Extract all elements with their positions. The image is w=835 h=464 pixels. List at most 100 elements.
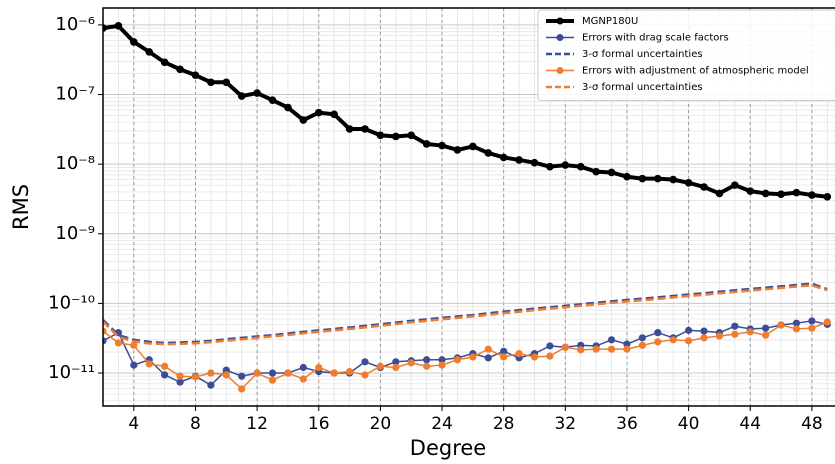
x-tick-label: 48 <box>801 414 823 434</box>
x-tick-label: 8 <box>190 414 201 434</box>
data-point <box>438 361 446 369</box>
x-tick-label: 20 <box>370 414 392 434</box>
data-point <box>160 58 169 67</box>
data-point <box>499 153 508 162</box>
data-point <box>145 48 154 56</box>
data-point <box>222 78 231 87</box>
data-point <box>500 353 508 361</box>
axes: 4 8 12 16 20 24 28 32 36 40 44 4810⁻¹¹10⁻¹⁰10⁻⁹10⁻⁸… <box>48 7 835 434</box>
data-point <box>438 356 446 364</box>
data-point <box>792 319 801 327</box>
data-point <box>546 162 554 171</box>
series-line <box>103 284 828 346</box>
legend-marker <box>556 17 564 25</box>
data-point <box>530 158 539 167</box>
data-point <box>376 362 384 370</box>
data-point <box>808 317 816 325</box>
data-point <box>314 108 323 117</box>
data-point <box>700 334 708 342</box>
data-point <box>207 369 215 377</box>
data-point <box>561 161 570 169</box>
data-point <box>253 89 261 97</box>
legend-label: Errors with adjustment of atmospheric mo… <box>582 66 809 77</box>
data-point <box>422 140 431 148</box>
x-tick-label: 36 <box>616 414 638 434</box>
data-point <box>546 352 554 360</box>
data-point <box>392 363 400 372</box>
data-point <box>438 141 446 150</box>
data-point <box>577 346 585 354</box>
data-point <box>161 362 169 370</box>
data-point <box>746 187 755 195</box>
data-point <box>299 363 307 372</box>
x-tick-label: 12 <box>246 414 268 434</box>
data-point <box>407 131 416 140</box>
data-point <box>345 125 354 133</box>
data-point <box>546 342 554 350</box>
data-point <box>808 324 816 332</box>
data-point <box>299 116 308 124</box>
y-tick-label: 10⁻⁷ <box>55 84 95 105</box>
data-point <box>207 381 215 389</box>
legend-label: MGNP180U <box>582 16 638 27</box>
x-tick-label: 40 <box>678 414 700 434</box>
data-point <box>114 22 123 30</box>
data-point <box>669 175 677 184</box>
data-point <box>361 371 369 379</box>
data-point <box>361 358 369 366</box>
data-point <box>777 190 785 199</box>
data-point <box>176 378 184 386</box>
data-point <box>607 345 616 353</box>
data-point <box>530 353 539 361</box>
data-point <box>561 343 569 351</box>
data-point <box>731 181 739 189</box>
data-point <box>253 369 261 377</box>
data-point <box>130 341 138 349</box>
data-point <box>103 327 107 335</box>
data-point <box>191 373 200 381</box>
data-point <box>500 347 508 355</box>
data-point <box>700 183 708 191</box>
data-point <box>607 168 616 177</box>
data-point <box>777 321 785 329</box>
data-point <box>762 331 770 339</box>
data-point <box>145 360 153 368</box>
data-point <box>653 174 662 183</box>
data-point <box>268 96 277 104</box>
series-line <box>103 282 828 345</box>
legend-marker <box>556 34 564 41</box>
data-point <box>469 353 477 361</box>
data-point <box>103 337 107 345</box>
data-point <box>222 371 230 379</box>
data-point <box>376 131 385 140</box>
data-point <box>592 345 600 353</box>
data-point <box>808 191 816 199</box>
x-tick-label: 4 <box>128 414 139 434</box>
data-point <box>638 334 646 342</box>
data-point <box>515 156 523 164</box>
data-point <box>423 362 431 370</box>
data-point <box>268 376 277 384</box>
legend: MGNP180U Errors with drag scale factors 3-… <box>537 9 835 101</box>
legend-marker <box>556 67 564 74</box>
data-point <box>823 318 831 326</box>
data-point <box>453 146 462 154</box>
data-point <box>761 189 770 198</box>
data-point <box>484 354 492 362</box>
legend-label: 3-σ formal uncertainties <box>582 82 703 93</box>
data-point <box>103 24 107 32</box>
data-point <box>130 38 138 46</box>
data-point <box>746 328 754 336</box>
data-point <box>453 356 462 364</box>
data-point <box>792 188 801 197</box>
data-point <box>114 339 123 347</box>
data-point <box>638 341 646 349</box>
data-point <box>654 338 662 346</box>
data-point <box>130 361 138 369</box>
data-point <box>469 142 477 151</box>
data-point <box>484 149 493 157</box>
legend-box <box>537 9 835 101</box>
data-point <box>238 385 246 393</box>
data-point <box>392 358 400 366</box>
